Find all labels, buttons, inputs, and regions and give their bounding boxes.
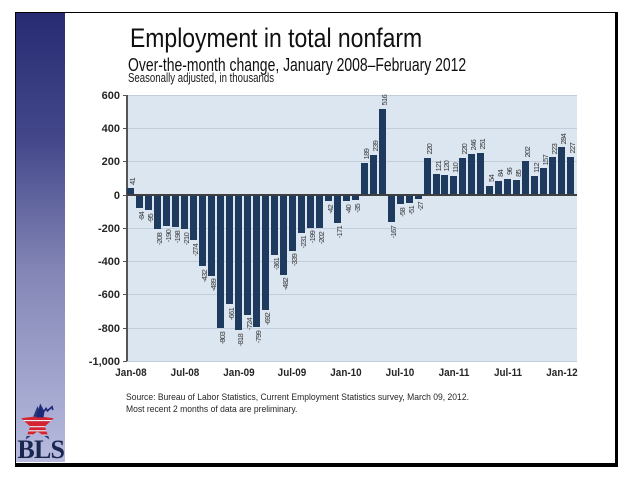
svg-text:BLS: BLS xyxy=(17,435,64,462)
